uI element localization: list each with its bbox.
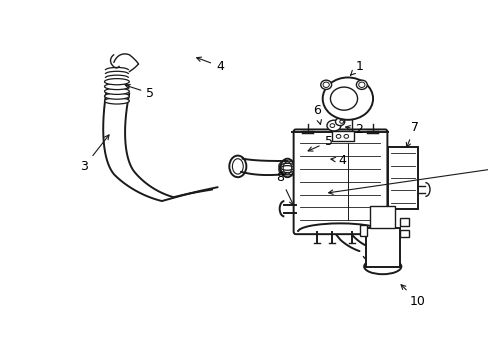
Ellipse shape [320,80,331,89]
Ellipse shape [104,88,129,94]
Ellipse shape [323,82,328,87]
Ellipse shape [364,259,401,274]
Ellipse shape [329,124,334,127]
Text: 9: 9 [328,160,488,194]
Text: 2: 2 [345,123,363,136]
Bar [365,228,399,266]
Ellipse shape [104,93,129,99]
Bar [399,230,408,237]
Ellipse shape [336,134,340,138]
Ellipse shape [232,159,243,174]
Ellipse shape [104,78,129,85]
FancyBboxPatch shape [293,130,386,234]
Ellipse shape [330,87,357,110]
Bar [369,206,394,228]
Bar [359,225,366,236]
Text: 5: 5 [125,85,154,100]
Text: 4: 4 [330,154,346,167]
Ellipse shape [326,120,340,131]
Text: 10: 10 [400,285,425,308]
Ellipse shape [356,80,366,89]
Bar [399,218,408,226]
Ellipse shape [229,156,246,177]
Text: 1: 1 [350,60,363,75]
Ellipse shape [339,120,343,123]
Text: 6: 6 [312,104,321,125]
Ellipse shape [358,82,364,87]
Ellipse shape [280,159,294,177]
Ellipse shape [343,134,348,138]
Text: 7: 7 [406,121,418,147]
Ellipse shape [283,162,291,174]
Ellipse shape [104,98,129,104]
Ellipse shape [322,77,372,120]
Ellipse shape [104,84,129,90]
Bar [332,131,353,141]
Bar [387,147,417,209]
Text: 3: 3 [80,135,109,173]
Text: 5: 5 [307,135,332,151]
Ellipse shape [335,118,344,126]
Text: 4: 4 [196,57,224,73]
Text: 8: 8 [276,171,293,205]
